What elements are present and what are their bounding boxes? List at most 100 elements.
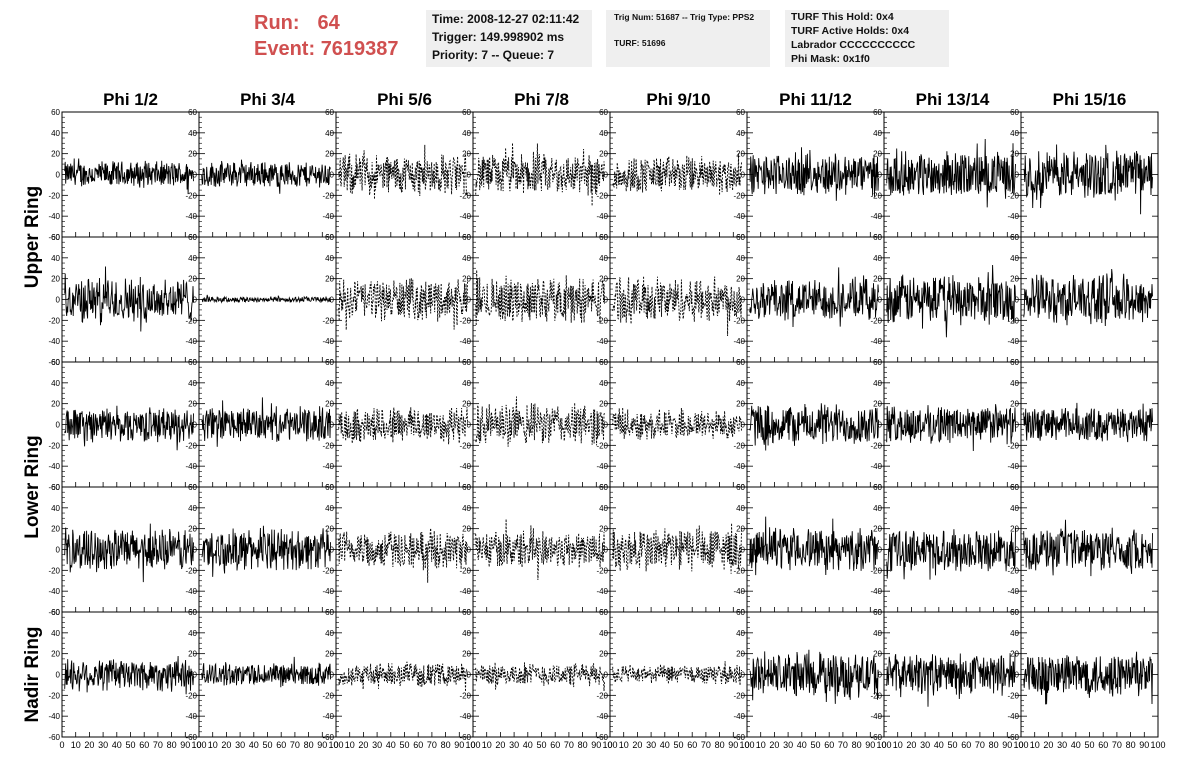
y-tick-label: -40 [48, 587, 60, 596]
x-tick-label: 60 [824, 740, 834, 750]
turf-active-text: TURF Active Holds: 0x4 [791, 25, 910, 37]
y-tick-label: 60 [188, 483, 197, 492]
y-tick-label: -40 [870, 462, 882, 471]
y-tick-label: 40 [51, 129, 60, 138]
waveform-trace [201, 294, 331, 304]
y-tick-label: -20 [322, 691, 334, 700]
y-tick-label: 20 [1010, 275, 1019, 284]
x-tick-label: 40 [386, 740, 396, 750]
y-tick-label: -60 [48, 233, 60, 242]
y-tick-label: -20 [1007, 566, 1019, 575]
y-tick-label: 0 [193, 171, 198, 180]
y-tick-label: -40 [733, 337, 745, 346]
waveform-trace [475, 519, 605, 581]
y-tick-label: 0 [604, 171, 609, 180]
y-tick-label: 60 [599, 108, 608, 117]
waveform-trace [749, 649, 879, 704]
waveform-trace [612, 661, 742, 686]
x-tick-label: 80 [441, 740, 451, 750]
x-tick-label: 10 [208, 740, 218, 750]
y-tick-label: -60 [48, 608, 60, 617]
y-tick-label: 40 [736, 504, 745, 513]
x-tick-label: 60 [413, 740, 423, 750]
x-tick-label: 100 [465, 740, 480, 750]
y-tick-label: 20 [462, 650, 471, 659]
y-tick-label: 20 [462, 150, 471, 159]
x-tick-label: 0 [607, 740, 612, 750]
x-tick-label: 100 [876, 740, 891, 750]
y-tick-label: 0 [878, 171, 883, 180]
x-tick-label: 0 [59, 740, 64, 750]
x-tick-label: 80 [167, 740, 177, 750]
panel-frame [335, 111, 474, 238]
x-tick-label: 40 [249, 740, 259, 750]
x-tick-label: 60 [276, 740, 286, 750]
y-tick-label: 20 [1010, 650, 1019, 659]
y-tick-label: 20 [873, 650, 882, 659]
y-tick-label: 60 [51, 608, 60, 617]
y-tick-label: -60 [185, 733, 197, 742]
y-tick-label: 20 [325, 150, 334, 159]
x-tick-label: 10 [482, 740, 492, 750]
x-tick-label: 70 [427, 740, 437, 750]
y-tick-label: -20 [596, 191, 608, 200]
run-value: 64 [317, 12, 340, 34]
y-tick-label: 40 [599, 504, 608, 513]
y-tick-label: 60 [873, 608, 882, 617]
y-tick-label: 60 [325, 233, 334, 242]
y-tick-label: 40 [325, 254, 334, 263]
y-tick-label: 40 [599, 379, 608, 388]
y-tick-label: 40 [873, 629, 882, 638]
y-tick-label: 60 [462, 108, 471, 117]
y-tick-label: 60 [325, 358, 334, 367]
y-tick-label: 0 [1015, 296, 1020, 305]
x-tick-label: 20 [906, 740, 916, 750]
x-tick-label: 80 [578, 740, 588, 750]
y-tick-label: -40 [596, 712, 608, 721]
y-tick-label: 0 [56, 296, 61, 305]
y-tick-label: -20 [185, 566, 197, 575]
y-tick-label: -40 [322, 462, 334, 471]
y-tick-label: -20 [1007, 191, 1019, 200]
y-tick-label: -60 [322, 733, 334, 742]
waveform-trace [201, 525, 331, 577]
y-tick-label: 60 [462, 233, 471, 242]
x-tick-label: 90 [180, 740, 190, 750]
waveform-trace [749, 403, 879, 451]
y-tick-label: 20 [462, 275, 471, 284]
x-tick-label: 20 [1043, 740, 1053, 750]
x-tick-label: 80 [715, 740, 725, 750]
y-tick-label: 40 [736, 129, 745, 138]
y-tick-label: -40 [185, 462, 197, 471]
y-tick-label: -20 [48, 566, 60, 575]
y-tick-label: 20 [51, 525, 60, 534]
x-tick-label: 50 [399, 740, 409, 750]
waveform-trace [201, 656, 331, 688]
y-tick-label: -20 [733, 566, 745, 575]
x-tick-label: 30 [646, 740, 656, 750]
y-tick-label: 0 [193, 671, 198, 680]
x-tick-label: 40 [934, 740, 944, 750]
x-tick-label: 10 [619, 740, 629, 750]
column-header: Phi 1/2 [103, 90, 158, 109]
x-tick-label: 90 [317, 740, 327, 750]
y-tick-label: 20 [736, 525, 745, 534]
y-tick-label: 0 [741, 421, 746, 430]
y-tick-label: 20 [188, 400, 197, 409]
panel-frame [472, 486, 611, 613]
x-tick-label: 100 [191, 740, 206, 750]
y-tick-label: 60 [51, 358, 60, 367]
y-tick-label: -20 [733, 691, 745, 700]
x-tick-label: 90 [1002, 740, 1012, 750]
y-tick-label: 40 [599, 629, 608, 638]
y-tick-label: -20 [185, 441, 197, 450]
x-tick-label: 50 [262, 740, 272, 750]
y-tick-label: 40 [325, 129, 334, 138]
waveform-trace [886, 652, 1016, 707]
y-tick-label: 0 [193, 546, 198, 555]
y-tick-label: -40 [870, 587, 882, 596]
y-tick-label: 40 [51, 254, 60, 263]
trig-num-text: Trig Num: 51687 -- Trig Type: PPS2 [614, 12, 755, 22]
y-tick-label: -40 [459, 712, 471, 721]
y-tick-label: 20 [51, 275, 60, 284]
